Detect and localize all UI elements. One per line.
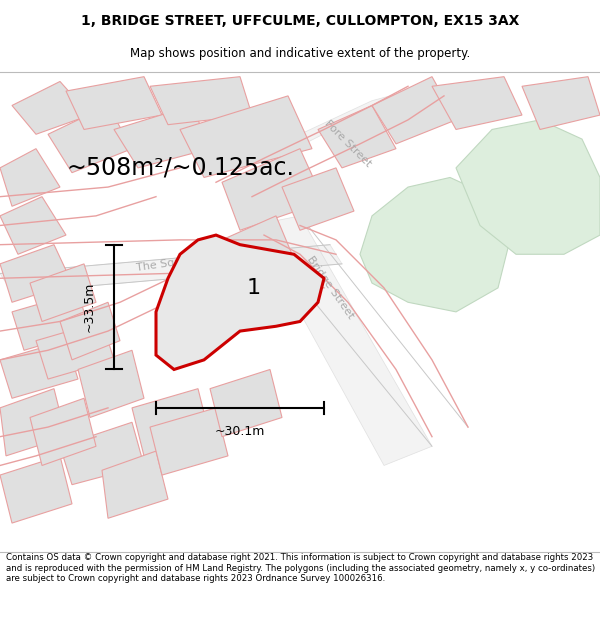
Polygon shape bbox=[228, 91, 408, 168]
Polygon shape bbox=[0, 244, 72, 302]
Polygon shape bbox=[114, 106, 210, 168]
Polygon shape bbox=[522, 77, 600, 129]
Polygon shape bbox=[210, 369, 282, 437]
Text: Map shows position and indicative extent of the property.: Map shows position and indicative extent… bbox=[130, 47, 470, 60]
Polygon shape bbox=[0, 341, 78, 398]
Polygon shape bbox=[60, 302, 120, 360]
Polygon shape bbox=[30, 398, 96, 466]
Polygon shape bbox=[360, 177, 510, 312]
Polygon shape bbox=[132, 389, 210, 456]
Text: Bridge Street: Bridge Street bbox=[305, 255, 355, 321]
Text: ~508m²/~0.125ac.: ~508m²/~0.125ac. bbox=[66, 156, 294, 180]
Polygon shape bbox=[372, 77, 456, 144]
Polygon shape bbox=[150, 77, 252, 124]
Polygon shape bbox=[30, 264, 96, 321]
Polygon shape bbox=[180, 96, 312, 178]
Polygon shape bbox=[222, 149, 324, 230]
Polygon shape bbox=[252, 216, 432, 466]
Polygon shape bbox=[432, 77, 522, 129]
Polygon shape bbox=[102, 451, 168, 518]
Text: Contains OS data © Crown copyright and database right 2021. This information is : Contains OS data © Crown copyright and d… bbox=[6, 553, 595, 583]
Polygon shape bbox=[48, 106, 132, 172]
Polygon shape bbox=[282, 168, 354, 230]
Polygon shape bbox=[60, 422, 144, 484]
Text: 1: 1 bbox=[247, 278, 260, 298]
Text: ~30.1m: ~30.1m bbox=[215, 424, 265, 438]
Text: ~33.5m: ~33.5m bbox=[83, 282, 96, 332]
Polygon shape bbox=[0, 149, 60, 206]
Text: 1, BRIDGE STREET, UFFCULME, CULLOMPTON, EX15 3AX: 1, BRIDGE STREET, UFFCULME, CULLOMPTON, … bbox=[81, 14, 519, 28]
Text: Fore Street: Fore Street bbox=[323, 119, 373, 169]
Polygon shape bbox=[36, 321, 114, 379]
Polygon shape bbox=[222, 216, 294, 278]
Polygon shape bbox=[150, 408, 228, 475]
Polygon shape bbox=[0, 244, 342, 292]
Polygon shape bbox=[156, 235, 324, 369]
Polygon shape bbox=[12, 81, 90, 134]
Polygon shape bbox=[0, 456, 72, 523]
Text: The Square: The Square bbox=[136, 254, 200, 273]
Polygon shape bbox=[0, 389, 66, 456]
Polygon shape bbox=[78, 350, 144, 418]
Polygon shape bbox=[0, 197, 66, 254]
Polygon shape bbox=[66, 77, 162, 129]
Polygon shape bbox=[456, 120, 600, 254]
Polygon shape bbox=[12, 292, 90, 350]
Polygon shape bbox=[318, 106, 396, 168]
